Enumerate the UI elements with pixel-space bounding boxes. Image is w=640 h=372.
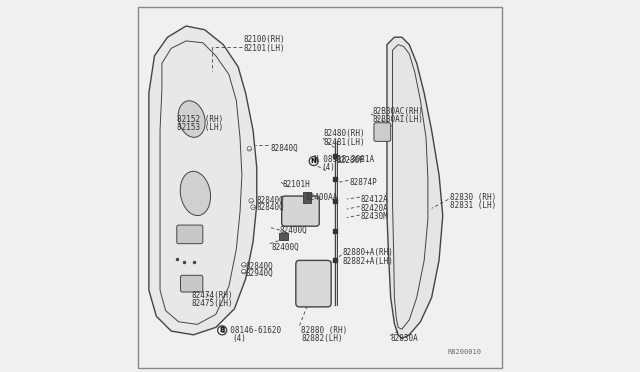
Text: 82840Q: 82840Q bbox=[257, 203, 285, 212]
PathPatch shape bbox=[149, 26, 257, 335]
FancyBboxPatch shape bbox=[180, 275, 203, 292]
Text: 82B30AI(LH): 82B30AI(LH) bbox=[372, 115, 423, 124]
Text: 82400AA: 82400AA bbox=[305, 193, 337, 202]
Text: 82100(RH): 82100(RH) bbox=[244, 35, 285, 44]
Text: 82400Q: 82400Q bbox=[271, 243, 300, 252]
Text: 82882+A(LH): 82882+A(LH) bbox=[342, 257, 393, 266]
Text: 82940Q: 82940Q bbox=[246, 269, 273, 278]
Text: 82830 (RH): 82830 (RH) bbox=[450, 193, 497, 202]
Text: 82874P: 82874P bbox=[349, 178, 378, 187]
Text: 82101(LH): 82101(LH) bbox=[244, 44, 285, 53]
Text: 82153 (LH): 82153 (LH) bbox=[177, 123, 223, 132]
Text: 82B30AC(RH): 82B30AC(RH) bbox=[372, 107, 423, 116]
Ellipse shape bbox=[178, 101, 205, 137]
Ellipse shape bbox=[180, 171, 211, 215]
Text: (4): (4) bbox=[322, 163, 336, 172]
Text: 82840Q: 82840Q bbox=[257, 196, 285, 205]
Text: 82412A: 82412A bbox=[361, 195, 388, 203]
Circle shape bbox=[241, 263, 246, 267]
Text: 82152 (RH): 82152 (RH) bbox=[177, 115, 223, 124]
Text: 82882(LH): 82882(LH) bbox=[301, 334, 343, 343]
Text: 82840Q: 82840Q bbox=[271, 144, 299, 153]
FancyBboxPatch shape bbox=[374, 123, 390, 141]
Text: 82420A: 82420A bbox=[361, 204, 388, 213]
Text: N: N bbox=[311, 158, 317, 164]
Text: 82400Q: 82400Q bbox=[279, 226, 307, 235]
Circle shape bbox=[249, 199, 253, 203]
FancyBboxPatch shape bbox=[177, 225, 203, 244]
Text: 82101H: 82101H bbox=[283, 180, 310, 189]
FancyBboxPatch shape bbox=[282, 196, 319, 226]
Text: 82430M: 82430M bbox=[361, 212, 388, 221]
Text: 82480(RH): 82480(RH) bbox=[324, 129, 365, 138]
PathPatch shape bbox=[387, 37, 443, 339]
Circle shape bbox=[218, 326, 227, 335]
Text: 82880 (RH): 82880 (RH) bbox=[301, 326, 348, 335]
Circle shape bbox=[247, 147, 252, 151]
Bar bbox=[279, 233, 289, 240]
Text: 82474(RH): 82474(RH) bbox=[191, 291, 234, 300]
Text: 82830A: 82830A bbox=[390, 334, 419, 343]
Text: B: B bbox=[220, 327, 225, 333]
Bar bbox=[303, 192, 310, 203]
Text: 82280F: 82280F bbox=[337, 156, 365, 165]
Circle shape bbox=[241, 269, 246, 274]
Circle shape bbox=[309, 157, 318, 166]
Text: 82840Q: 82840Q bbox=[246, 262, 273, 270]
Circle shape bbox=[251, 205, 255, 209]
Text: N 08918-3081A: N 08918-3081A bbox=[314, 155, 374, 164]
Text: R8200010: R8200010 bbox=[448, 349, 482, 355]
Text: B 08146-61620: B 08146-61620 bbox=[221, 326, 282, 335]
Text: (4): (4) bbox=[232, 334, 246, 343]
Text: 82475(LH): 82475(LH) bbox=[191, 299, 234, 308]
Text: 82481(LH): 82481(LH) bbox=[324, 138, 365, 147]
Text: 82831 (LH): 82831 (LH) bbox=[450, 201, 497, 210]
Text: 82880+A(RH): 82880+A(RH) bbox=[342, 248, 393, 257]
FancyBboxPatch shape bbox=[296, 260, 331, 307]
